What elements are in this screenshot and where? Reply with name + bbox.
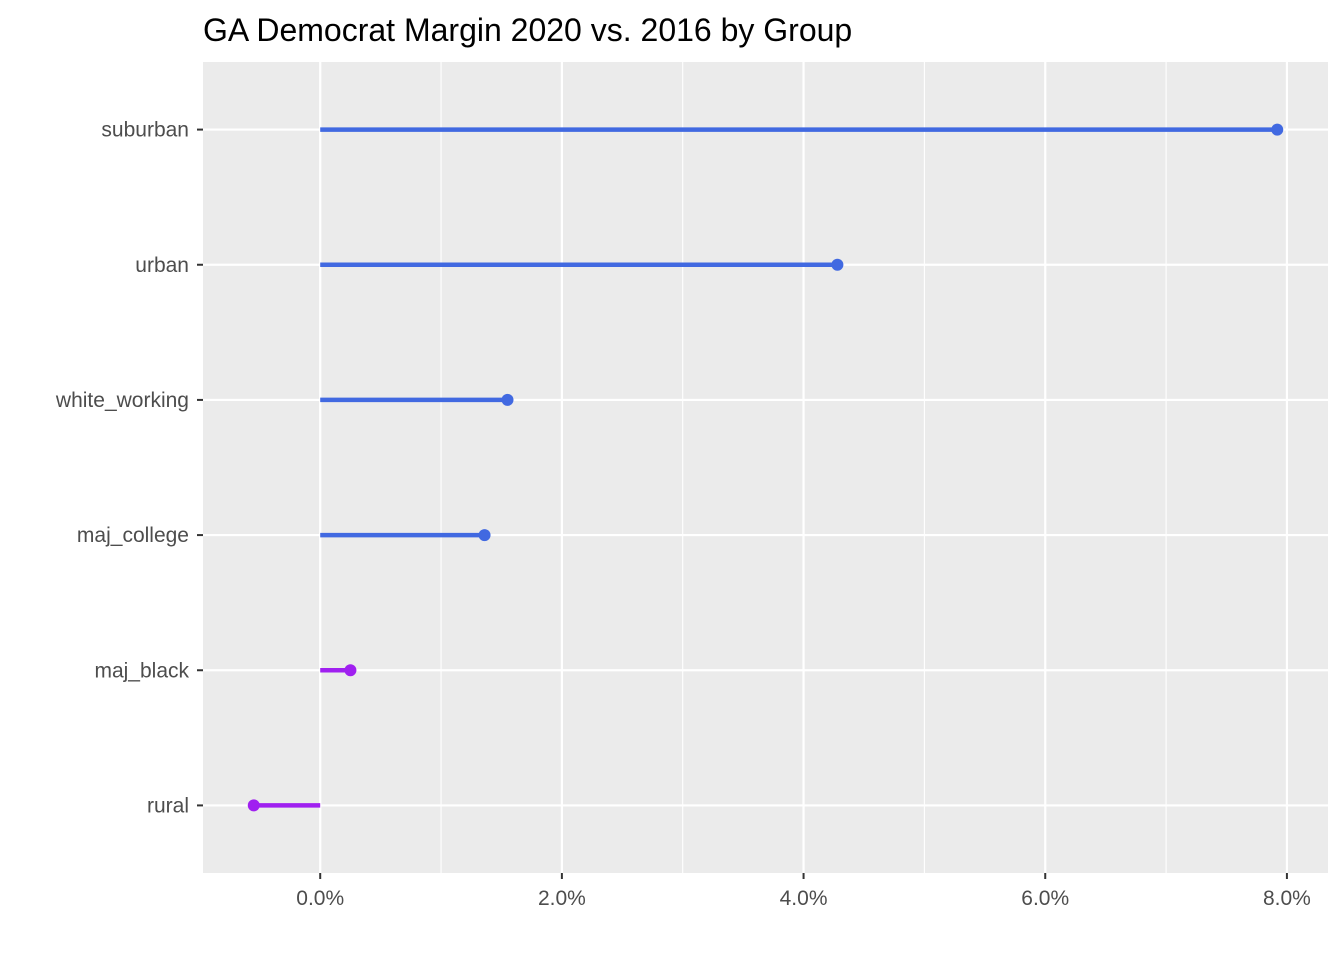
y-tick-label: rural <box>147 794 189 817</box>
plot-panel <box>203 62 1328 873</box>
y-tick-label: suburban <box>101 119 189 142</box>
y-tick-label: white_working <box>55 389 189 412</box>
x-tick-label: 2.0% <box>538 887 586 910</box>
lollipop-point <box>501 393 514 406</box>
x-tick-label: 4.0% <box>780 887 828 910</box>
x-axis: 0.0% 2.0% 4.0% 6.0% 8.0% <box>296 873 1311 910</box>
lollipop-point <box>344 664 357 677</box>
lollipop-point <box>831 258 844 271</box>
x-tick-label: 0.0% <box>296 887 344 910</box>
y-tick-label: maj_black <box>94 659 189 682</box>
lollipop-point <box>478 529 491 542</box>
y-tick-label: maj_college <box>77 524 189 547</box>
minor-gridlines <box>440 62 1167 873</box>
lollipop-point <box>1271 123 1284 136</box>
y-axis: suburban urban white_working maj_collegemaj… <box>55 119 203 817</box>
x-tick-label: 8.0% <box>1263 887 1311 910</box>
chart-title: GA Democrat Margin 2020 vs. 2016 by Grou… <box>203 12 852 48</box>
data-marks <box>247 123 1284 812</box>
x-tick-label: 6.0% <box>1021 887 1069 910</box>
y-tick-label: urban <box>135 254 189 277</box>
lollipop-point <box>247 799 260 812</box>
